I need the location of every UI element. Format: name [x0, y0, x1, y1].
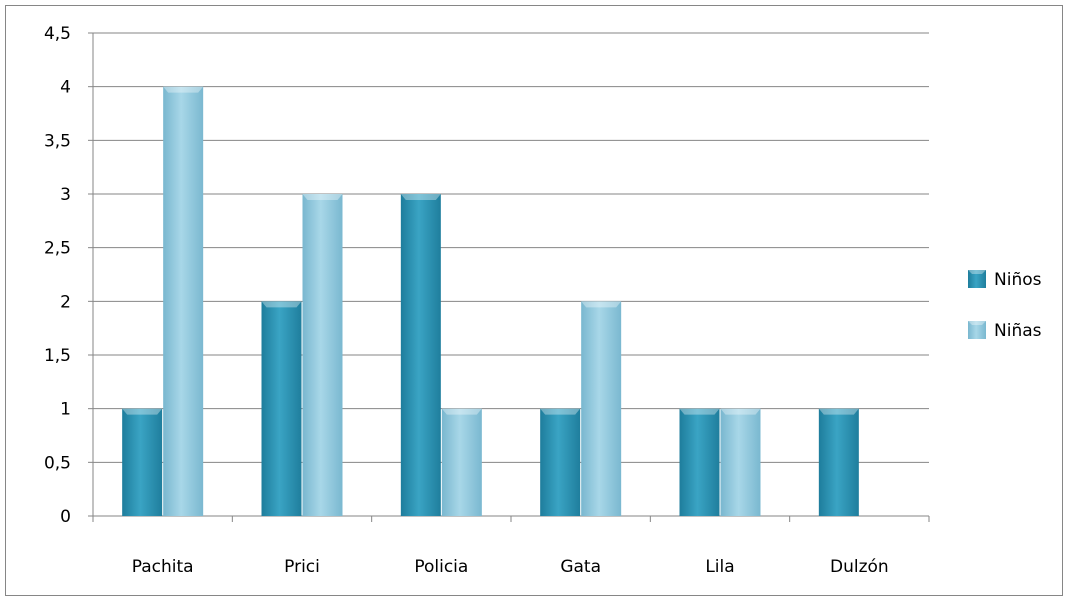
x-tick-label: Lila	[705, 557, 734, 577]
bar-bevel	[720, 408, 761, 415]
legend-label: Niños	[994, 270, 1042, 290]
y-tick-label: 0,5	[44, 453, 71, 473]
bar-bevel	[122, 408, 163, 415]
legend-swatch	[968, 270, 986, 288]
bar-bevel	[818, 408, 859, 415]
y-tick-label: 4,5	[44, 24, 71, 44]
x-tick-label: Pachita	[132, 557, 194, 577]
legend-swatch-bevel	[968, 270, 986, 274]
x-tick-label: Dulzón	[830, 557, 889, 577]
legend-swatch	[968, 321, 986, 339]
tick-labels: 0 0,5 1 1,5 2 2,5 3 3,5 4 4,5 Pachita Prici Policia G…	[44, 24, 889, 577]
y-tick-label: 1	[60, 400, 71, 420]
y-tick-label: 3	[60, 185, 71, 205]
bar-ni-os-5	[818, 408, 859, 516]
y-tick-label: 2	[60, 292, 71, 312]
bar-ni-as-0	[163, 86, 204, 517]
bar-bevel	[441, 408, 482, 415]
bar-bevel	[400, 194, 441, 200]
legend-swatch-bevel	[968, 321, 986, 325]
bar-bevel	[163, 86, 204, 93]
y-tick-label: 1,5	[44, 346, 71, 366]
bar-ni-os-3	[540, 408, 581, 516]
bar-bevel	[261, 301, 302, 308]
bar-ni-as-3	[581, 301, 622, 516]
bar-ni-os-4	[679, 408, 720, 516]
y-tick-label: 3,5	[44, 131, 71, 151]
legend: Niños Niñas	[968, 270, 1042, 341]
bar-ni-os-0	[122, 408, 163, 516]
x-tick-label: Prici	[284, 557, 320, 577]
gridlines	[93, 32, 929, 463]
bar-ni-as-2	[441, 408, 482, 516]
x-tick-label: Policia	[414, 557, 468, 577]
bars	[122, 86, 859, 517]
x-tick-label: Gata	[560, 557, 601, 577]
bar-ni-as-4	[720, 408, 761, 516]
legend-label: Niñas	[994, 321, 1042, 341]
y-tick-label: 4	[60, 78, 71, 98]
y-tick-label: 2,5	[44, 239, 71, 259]
bar-ni-as-1	[302, 194, 343, 516]
bar-ni-os-1	[261, 301, 302, 516]
bar-ni-os-2	[400, 194, 441, 516]
y-tick-label: 0	[60, 507, 71, 527]
bar-bevel	[581, 301, 622, 308]
bar-bevel	[302, 194, 343, 200]
bar-bevel	[679, 408, 720, 415]
bar-bevel	[540, 408, 581, 415]
axes	[88, 32, 930, 522]
